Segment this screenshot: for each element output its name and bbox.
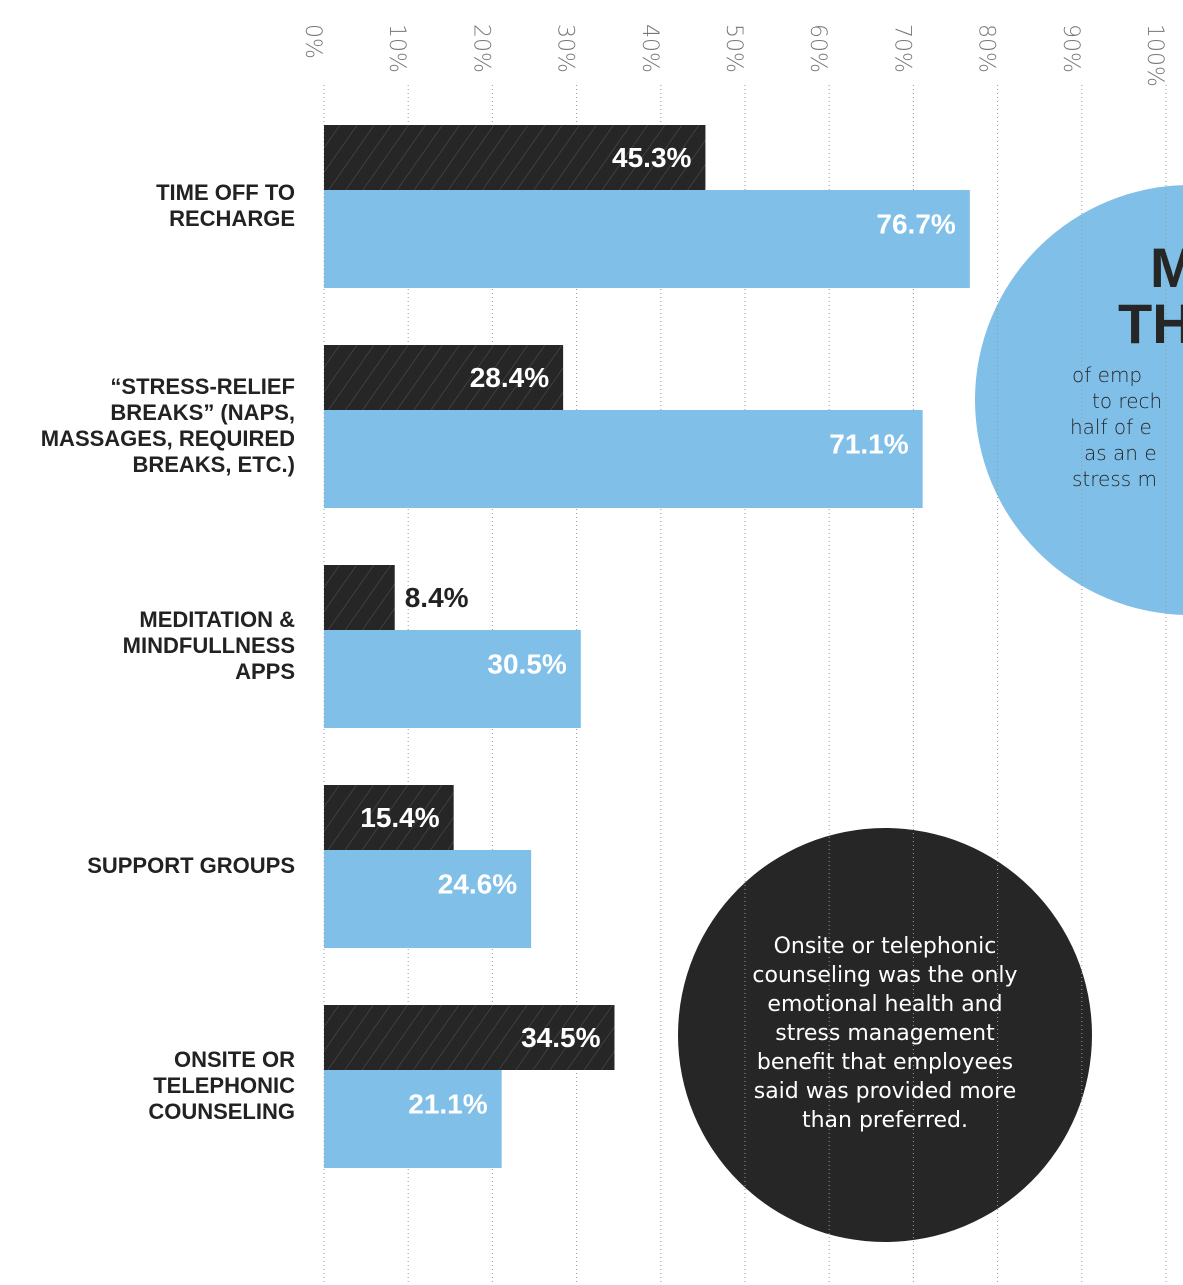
x-tick-label: 40% [637,24,662,73]
bar [324,345,564,410]
value-label: 30.5% [487,648,566,679]
x-tick-label: 100% [1142,24,1167,87]
bar [324,630,581,728]
category-label: MEDITATION & MINDFULLNESS APPS [122,607,295,684]
callout-text: to rech [1092,389,1163,413]
value-label: 76.7% [876,208,955,239]
x-tick-label: 70% [889,24,914,73]
callout-text: as an e [1084,441,1157,465]
category-label: ONSITE OR TELEPHONIC COUNSELING [148,1047,295,1124]
x-tick-label: 20% [468,24,493,73]
bar [324,125,706,190]
value-label: 71.1% [829,428,908,459]
bar [324,785,454,850]
value-label: 21.1% [408,1088,487,1119]
value-label: 15.4% [360,802,439,833]
callout-text: Onsite or telephonic counseling was the … [752,934,1018,1133]
x-tick-label: 90% [1058,24,1083,73]
x-tick-label: 80% [974,24,999,73]
x-tick-label: 30% [553,24,578,73]
bar [324,410,923,508]
category-label: “STRESS-RELIEF BREAKS” (NAPS, MASSAGES, … [40,374,295,477]
callout-text: of emp [1072,363,1143,387]
callout-headline: M [1150,236,1183,299]
bar [324,565,395,630]
x-tick-label: 0% [300,24,325,59]
bar [324,850,532,948]
x-tick-label: 10% [384,24,409,73]
callout-text: stress m [1072,467,1158,491]
bar [324,1005,615,1070]
value-label: 34.5% [521,1022,600,1053]
value-label: 28.4% [470,362,549,393]
callout-circle [975,185,1183,615]
value-label: 8.4% [405,582,469,613]
value-label: 45.3% [612,142,691,173]
callout-circle [678,828,1092,1242]
callout-headline: TH [1118,292,1183,355]
category-label: SUPPORT GROUPS [87,853,295,878]
x-tick-label: 60% [805,24,830,73]
x-tick-label: 50% [721,24,746,73]
bar [324,190,970,288]
value-label: 24.6% [438,868,517,899]
bar [324,1070,502,1168]
callout-text: half of e [1070,415,1152,439]
category-label: TIME OFF TO RECHARGE [156,180,295,231]
